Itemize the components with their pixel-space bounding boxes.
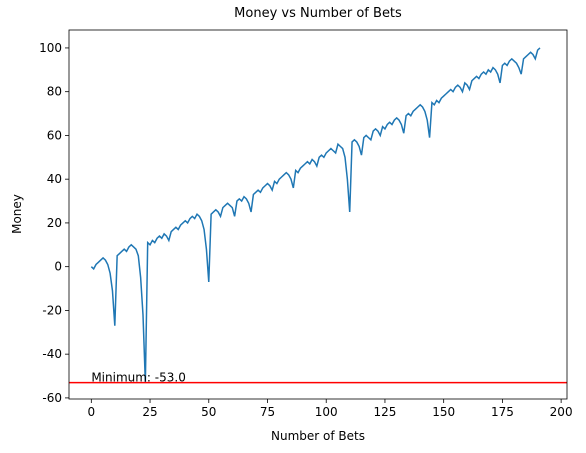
chart-title: Money vs Number of Bets bbox=[234, 6, 402, 21]
x-tick-label: 0 bbox=[87, 405, 95, 419]
annotation: Minimum: -53.0 bbox=[91, 371, 186, 385]
y-tick-label: 80 bbox=[47, 85, 62, 99]
plot-frame bbox=[68, 29, 568, 400]
y-tick-label: 60 bbox=[47, 128, 62, 142]
line-series bbox=[90, 47, 541, 383]
y-tick-label: -60 bbox=[42, 391, 62, 405]
y-tick-label: 40 bbox=[47, 172, 62, 186]
x-tick-label: 125 bbox=[373, 405, 396, 419]
y-tick-label: 100 bbox=[39, 41, 62, 55]
x-tick-label: 150 bbox=[432, 405, 455, 419]
x-axis-label: Number of Bets bbox=[271, 429, 365, 443]
y-tick-label: 20 bbox=[47, 216, 62, 230]
y-tick-label: -40 bbox=[42, 347, 62, 361]
x-tick-label: 200 bbox=[550, 405, 573, 419]
x-tick-label: 75 bbox=[260, 405, 275, 419]
x-tick-label: 175 bbox=[491, 405, 514, 419]
x-tick-label: 100 bbox=[315, 405, 338, 419]
y-tick-label: 0 bbox=[54, 260, 62, 274]
x-tick-label: 50 bbox=[201, 405, 216, 419]
y-axis-label: Money bbox=[10, 194, 24, 234]
y-tick-label: -20 bbox=[42, 303, 62, 317]
x-tick-label: 25 bbox=[142, 405, 157, 419]
